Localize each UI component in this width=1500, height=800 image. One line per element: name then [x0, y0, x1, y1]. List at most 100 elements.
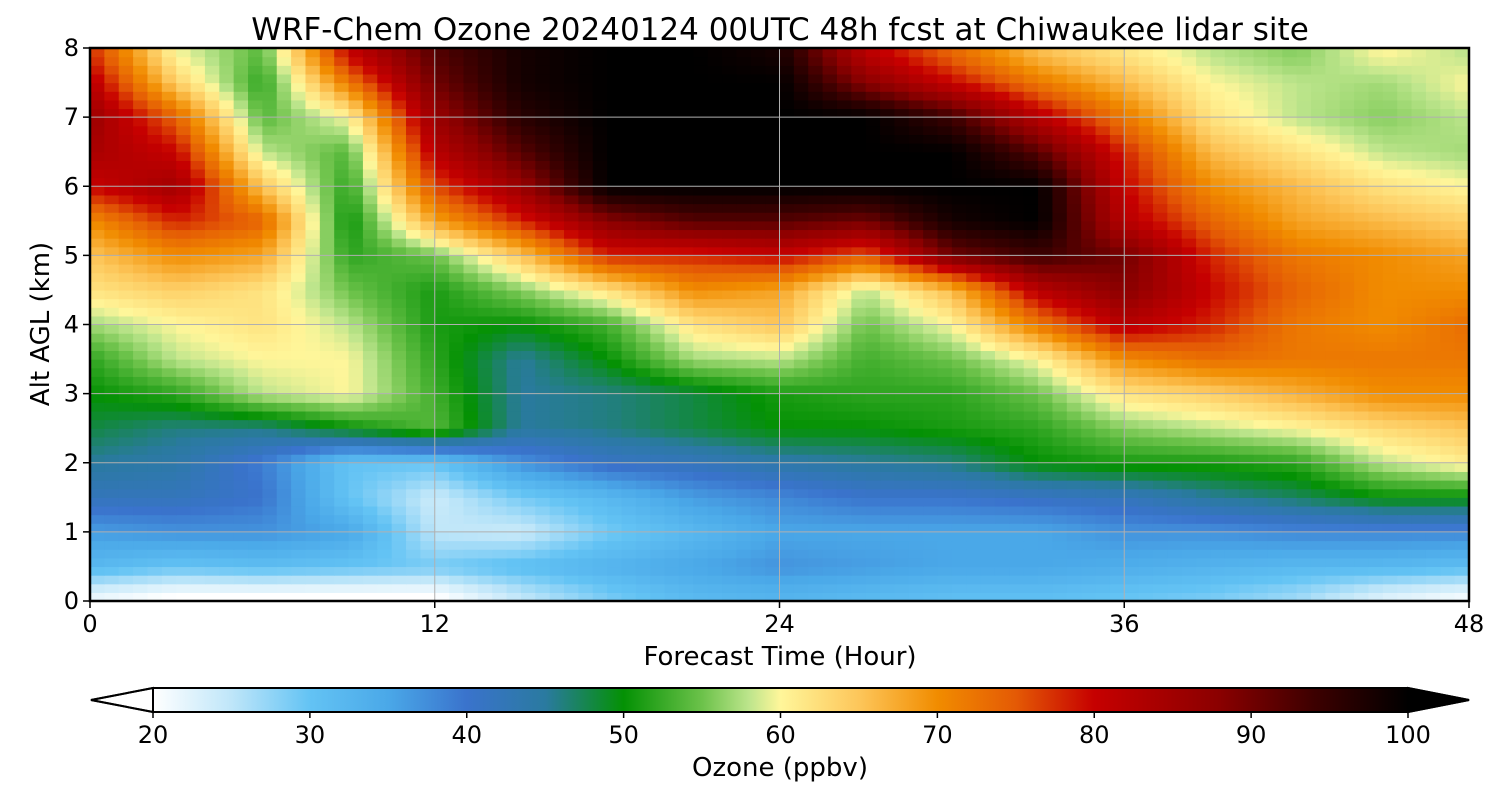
heatmap-cell: [1425, 229, 1441, 239]
heatmap-cell: [980, 177, 996, 187]
heatmap-cell: [1282, 194, 1298, 205]
heatmap-cell: [966, 462, 982, 472]
heatmap-cell: [1224, 531, 1240, 542]
heatmap-cell: [678, 575, 694, 585]
heatmap-cell: [262, 540, 278, 550]
heatmap-cell: [779, 333, 795, 343]
heatmap-cell: [693, 289, 709, 300]
heatmap-cell: [1397, 393, 1413, 403]
heatmap-cell: [908, 324, 924, 334]
heatmap-cell: [664, 177, 680, 187]
heatmap-cell: [1052, 488, 1068, 498]
heatmap-cell: [477, 212, 493, 222]
heatmap-cell: [1267, 298, 1283, 308]
heatmap-cell: [635, 255, 651, 265]
heatmap-cell: [520, 488, 536, 498]
heatmap-cell: [808, 341, 824, 352]
heatmap-cell: [291, 523, 307, 533]
heatmap-cell: [1124, 194, 1140, 205]
heatmap-cell: [880, 428, 896, 438]
heatmap-cell: [607, 177, 623, 187]
heatmap-cell: [1196, 471, 1212, 481]
heatmap-cell: [1339, 177, 1355, 187]
heatmap-cell: [1425, 350, 1441, 360]
heatmap-cell: [204, 549, 220, 559]
heatmap-cell: [1239, 212, 1255, 222]
heatmap-cell: [118, 454, 134, 464]
heatmap-cell: [951, 402, 967, 412]
heatmap-cell: [1325, 454, 1341, 464]
heatmap-cell: [506, 393, 522, 403]
heatmap-cell: [1138, 454, 1154, 464]
heatmap-cell: [923, 393, 939, 403]
heatmap-cell: [477, 376, 493, 386]
heatmap-cell: [1095, 419, 1111, 429]
heatmap-cell: [391, 488, 407, 498]
heatmap-cell: [535, 341, 551, 352]
heatmap-cell: [592, 212, 608, 222]
heatmap-cell: [1152, 160, 1168, 170]
heatmap-cell: [750, 436, 766, 447]
heatmap-cell: [779, 583, 795, 593]
heatmap-cell: [1038, 341, 1054, 352]
heatmap-cell: [434, 557, 450, 568]
heatmap-cell: [434, 583, 450, 593]
heatmap-cell: [334, 583, 350, 593]
heatmap-cell: [319, 557, 335, 568]
heatmap-cell: [1152, 497, 1168, 507]
heatmap-cell: [678, 505, 694, 516]
heatmap-cell: [233, 419, 249, 429]
heatmap-cell: [1224, 514, 1240, 524]
heatmap-cell: [908, 359, 924, 369]
heatmap-cell: [793, 229, 809, 239]
heatmap-cell: [1296, 592, 1312, 602]
heatmap-cell: [707, 384, 723, 395]
heatmap-cell: [1325, 540, 1341, 550]
heatmap-cell: [1196, 264, 1212, 274]
heatmap-cell: [880, 557, 896, 568]
heatmap-cell: [607, 488, 623, 498]
heatmap-cell: [966, 549, 982, 559]
heatmap-cell: [176, 566, 192, 576]
heatmap-cell: [937, 272, 953, 282]
heatmap-cell: [1253, 523, 1269, 533]
heatmap-cell: [635, 557, 651, 568]
heatmap-cell: [1382, 471, 1398, 481]
heatmap-cell: [233, 557, 249, 568]
heatmap-cell: [319, 160, 335, 170]
heatmap-cell: [90, 177, 105, 187]
heatmap-cell: [104, 203, 120, 213]
heatmap-cell: [822, 194, 838, 205]
heatmap-cell: [966, 341, 982, 352]
heatmap-cell: [1267, 315, 1283, 326]
heatmap-cell: [1023, 549, 1039, 559]
heatmap-cell: [592, 186, 608, 196]
heatmap-cell: [765, 151, 781, 161]
heatmap-cell: [1224, 540, 1240, 550]
heatmap-cell: [1052, 583, 1068, 593]
heatmap-cell: [204, 186, 220, 196]
heatmap-cell: [233, 454, 249, 464]
heatmap-cell: [578, 549, 594, 559]
heatmap-cell: [1023, 376, 1039, 386]
heatmap-cell: [1310, 592, 1326, 602]
heatmap-cell: [291, 246, 307, 256]
heatmap-cell: [1282, 359, 1298, 369]
heatmap-cell: [319, 488, 335, 498]
heatmap-cell: [1368, 160, 1384, 170]
heatmap-cell: [865, 445, 881, 455]
heatmap-cell: [851, 471, 867, 481]
heatmap-cell: [377, 324, 393, 334]
heatmap-cell: [951, 367, 967, 377]
heatmap-cell: [621, 497, 637, 507]
heatmap-cell: [1009, 212, 1025, 222]
heatmap-cell: [161, 220, 177, 231]
heatmap-cell: [664, 160, 680, 170]
heatmap-cell: [377, 367, 393, 377]
heatmap-cell: [406, 575, 421, 585]
heatmap-cell: [161, 462, 177, 472]
heatmap-cell: [1267, 350, 1283, 360]
heatmap-cell: [348, 367, 364, 377]
heatmap-cell: [118, 549, 134, 559]
